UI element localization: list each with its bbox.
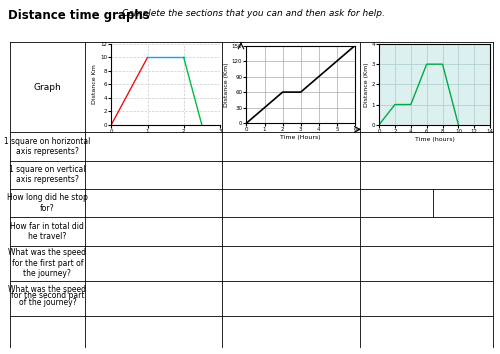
Text: What was the speed: What was the speed — [8, 285, 86, 294]
Text: What was the speed
for the first part of
the journey?: What was the speed for the first part of… — [8, 248, 86, 278]
Text: - Complete the sections that you can and then ask for help.: - Complete the sections that you can and… — [112, 9, 384, 18]
Y-axis label: Distance (Km): Distance (Km) — [224, 62, 229, 107]
Text: Graph: Graph — [34, 83, 62, 92]
Text: of the journey?: of the journey? — [18, 298, 76, 307]
X-axis label: Time (hours): Time (hours) — [414, 137, 455, 142]
Text: How long did he stop
for?: How long did he stop for? — [7, 193, 88, 213]
Text: 1 square on horizontal
axis represents?: 1 square on horizontal axis represents? — [4, 137, 90, 156]
Y-axis label: Distance (Km): Distance (Km) — [364, 62, 368, 107]
Text: Distance time graphs: Distance time graphs — [8, 9, 149, 22]
Text: How far in total did
he travel?: How far in total did he travel? — [10, 222, 85, 241]
Y-axis label: Distance Km: Distance Km — [92, 64, 98, 104]
Text: 1 square on vertical
axis represents?: 1 square on vertical axis represents? — [9, 165, 86, 184]
X-axis label: Time (Hours): Time (Hours) — [280, 135, 321, 140]
Text: for the ​second part: for the ​second part — [10, 291, 84, 300]
